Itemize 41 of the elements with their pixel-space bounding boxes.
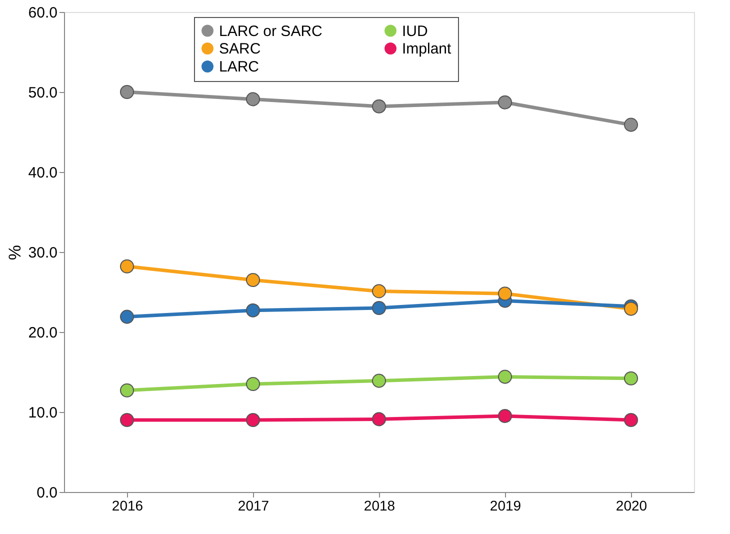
point	[498, 95, 512, 110]
point	[246, 412, 260, 428]
x-tick-label: 2020	[616, 498, 648, 514]
point	[372, 284, 386, 298]
y-tick-label: 40.0	[28, 164, 58, 182]
point	[120, 84, 134, 100]
legend-label: SARC	[219, 40, 261, 58]
y-tick-label: 30.0	[28, 244, 58, 262]
point	[120, 310, 134, 324]
legend-label: LARC	[219, 58, 260, 76]
point	[498, 370, 512, 384]
x-tick-label: 2017	[238, 498, 270, 514]
point	[372, 374, 386, 388]
point	[624, 371, 638, 386]
point	[624, 412, 638, 428]
point	[120, 412, 134, 428]
x-tick-label: 2018	[364, 498, 396, 514]
point	[372, 412, 386, 426]
point	[624, 118, 638, 132]
x-tick-label: 2019	[490, 498, 522, 514]
y-tick-label: 20.0	[28, 324, 58, 342]
y-tick-label: 10.0	[28, 404, 58, 422]
point	[372, 99, 386, 114]
y-tick-label: 0.0	[36, 484, 58, 502]
point	[498, 286, 512, 301]
point	[372, 300, 386, 316]
point	[246, 272, 260, 288]
point	[624, 302, 638, 316]
point	[246, 376, 260, 392]
y-tick-label: 60.0	[28, 4, 58, 22]
point	[246, 92, 260, 106]
point	[246, 303, 260, 318]
point	[120, 383, 134, 398]
legend-label: Implant	[402, 40, 452, 58]
y-axis-title: %	[5, 244, 24, 260]
legend-label: LARC or SARC	[219, 22, 323, 40]
point	[498, 408, 512, 424]
x-tick-label: 2016	[112, 498, 144, 514]
y-tick-label: 50.0	[28, 84, 58, 102]
legend-label: IUD	[402, 22, 428, 40]
point	[120, 259, 134, 274]
